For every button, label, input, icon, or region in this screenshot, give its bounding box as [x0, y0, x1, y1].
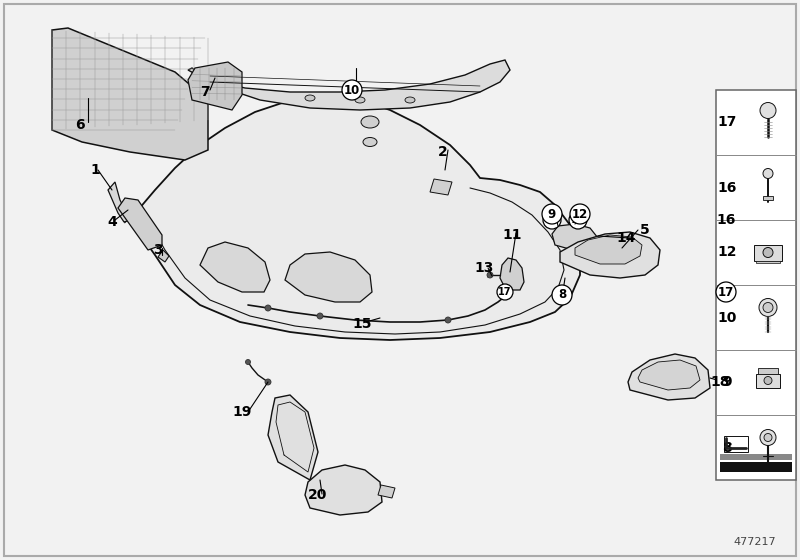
FancyBboxPatch shape	[716, 90, 796, 480]
Text: 17: 17	[718, 286, 734, 298]
Text: 2: 2	[438, 145, 448, 159]
Text: 17: 17	[498, 287, 512, 297]
Polygon shape	[724, 436, 748, 452]
Circle shape	[505, 291, 511, 297]
Circle shape	[342, 80, 362, 100]
Circle shape	[760, 102, 776, 119]
Circle shape	[569, 211, 587, 229]
Text: 7: 7	[200, 85, 210, 99]
Text: 6: 6	[75, 118, 85, 132]
Circle shape	[763, 248, 773, 258]
Text: 15: 15	[352, 317, 372, 331]
Text: 12: 12	[572, 208, 588, 221]
Text: 16: 16	[718, 180, 737, 194]
Polygon shape	[188, 62, 242, 110]
Polygon shape	[720, 462, 792, 472]
Polygon shape	[200, 242, 270, 292]
Text: 11: 11	[502, 228, 522, 242]
Polygon shape	[52, 28, 208, 160]
Circle shape	[716, 282, 736, 302]
Polygon shape	[158, 250, 169, 262]
Text: 1: 1	[90, 163, 100, 177]
Polygon shape	[500, 258, 524, 290]
Polygon shape	[552, 224, 598, 252]
Polygon shape	[378, 485, 395, 498]
Circle shape	[542, 204, 562, 224]
Circle shape	[445, 317, 451, 323]
Polygon shape	[628, 354, 710, 400]
Circle shape	[570, 204, 590, 224]
Text: 17: 17	[718, 115, 737, 129]
Circle shape	[265, 379, 271, 385]
Ellipse shape	[361, 116, 379, 128]
Circle shape	[760, 430, 776, 446]
Circle shape	[759, 298, 777, 316]
Text: 9: 9	[722, 376, 732, 390]
Polygon shape	[756, 260, 780, 263]
Circle shape	[543, 211, 561, 229]
Polygon shape	[112, 98, 580, 340]
Polygon shape	[756, 374, 780, 388]
Polygon shape	[758, 367, 778, 374]
Ellipse shape	[363, 138, 377, 147]
Circle shape	[487, 272, 493, 278]
Text: 16: 16	[716, 213, 736, 227]
Polygon shape	[560, 232, 660, 278]
Circle shape	[265, 305, 271, 311]
Text: 13: 13	[474, 261, 494, 275]
Text: 477217: 477217	[734, 537, 776, 547]
Circle shape	[552, 285, 572, 305]
Polygon shape	[188, 60, 510, 110]
Text: 9: 9	[548, 215, 556, 225]
Polygon shape	[754, 245, 782, 260]
Circle shape	[764, 433, 772, 441]
Polygon shape	[268, 395, 318, 480]
Text: 8: 8	[722, 441, 732, 455]
Circle shape	[317, 313, 323, 319]
Ellipse shape	[305, 95, 315, 101]
Text: 19: 19	[232, 405, 252, 419]
Circle shape	[497, 284, 513, 300]
Polygon shape	[763, 195, 773, 199]
Text: 14: 14	[616, 231, 636, 245]
Polygon shape	[575, 235, 642, 264]
Circle shape	[246, 360, 250, 365]
Text: 4: 4	[107, 215, 117, 229]
Polygon shape	[285, 252, 372, 302]
Text: 5: 5	[640, 223, 650, 237]
Text: 10: 10	[718, 310, 737, 324]
Text: 8: 8	[558, 288, 566, 301]
Ellipse shape	[405, 97, 415, 103]
Circle shape	[763, 169, 773, 179]
Text: 3: 3	[153, 243, 163, 257]
Polygon shape	[638, 360, 700, 390]
Text: 10: 10	[344, 83, 360, 96]
Text: 9: 9	[548, 208, 556, 221]
Circle shape	[763, 302, 773, 312]
Polygon shape	[108, 182, 130, 222]
Circle shape	[764, 376, 772, 385]
Text: 20: 20	[308, 488, 328, 502]
Ellipse shape	[355, 97, 365, 103]
Polygon shape	[305, 465, 382, 515]
Polygon shape	[720, 454, 792, 460]
Polygon shape	[430, 179, 452, 195]
Polygon shape	[118, 198, 162, 250]
Text: 18: 18	[710, 375, 730, 389]
Text: 12: 12	[570, 215, 586, 225]
Text: 12: 12	[718, 245, 737, 259]
